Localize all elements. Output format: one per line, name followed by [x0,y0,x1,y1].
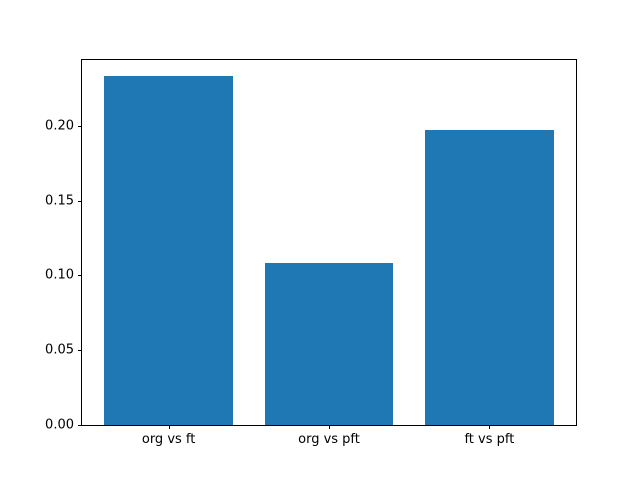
x-tick-mark [168,425,170,429]
y-tick-mark [78,425,82,426]
bar-org-vs-pft [264,263,394,425]
y-tick-label: 0.10 [45,267,74,283]
y-tick-mark [78,125,82,127]
y-tick-label: 0.15 [45,193,74,209]
y-axis: 0.00 0.05 0.10 0.15 0.20 [45,60,576,432]
x-tick-label: org vs pft [298,432,360,447]
y-tick-label: 0.20 [45,118,74,134]
y-tick-label: 0.05 [45,342,74,358]
y-tick-mark [78,350,82,352]
bar-org-vs-ft [104,76,233,425]
x-tick-mark [489,425,491,429]
x-tick-mark [329,425,330,429]
plot-area: 0.00 0.05 0.10 0.15 0.20 org vs ft org vs pft… [45,59,577,446]
bars-layer [82,60,576,425]
x-axis: org vs ft org vs pft ft vs pft [82,60,576,446]
y-tick-mark [78,275,82,277]
x-tick-label: ft vs pft [464,432,515,447]
bar-ft-vs-pft [425,130,554,425]
y-tick-mark [78,200,82,202]
x-tick-label: org vs ft [141,432,196,447]
y-tick-label: 0.00 [45,417,74,433]
